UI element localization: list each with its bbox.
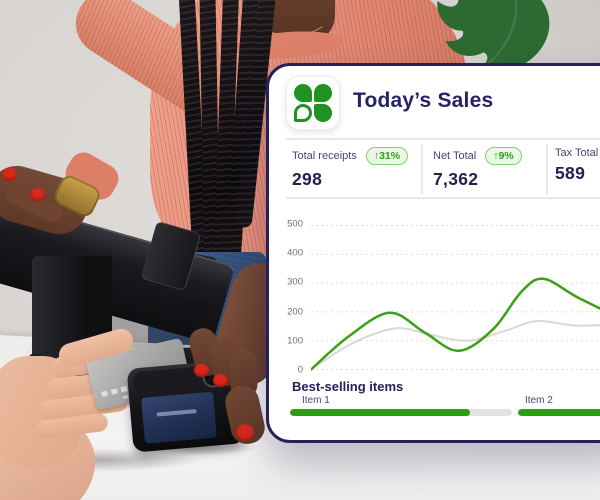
sales-line-chart bbox=[311, 225, 600, 371]
item-progress-bar bbox=[518, 409, 600, 416]
trend-badge: ↑9% bbox=[485, 147, 522, 165]
divider bbox=[546, 144, 548, 194]
photo-red-nail bbox=[213, 374, 228, 387]
dashboard-title: Today’s Sales bbox=[353, 89, 494, 112]
y-axis-tick-label: 300 bbox=[287, 276, 303, 288]
divider bbox=[421, 144, 423, 194]
clover-leaf-icon bbox=[294, 84, 312, 102]
chart-y-axis: 0 100 200 300 400 500 bbox=[269, 219, 303, 376]
photo-red-nail bbox=[30, 188, 45, 201]
y-axis-tick-label: 0 bbox=[297, 364, 303, 376]
y-axis-tick-label: 400 bbox=[287, 247, 303, 259]
stat-value: 298 bbox=[292, 168, 323, 189]
y-axis-tick-label: 500 bbox=[287, 218, 303, 230]
y-axis-tick-label: 100 bbox=[287, 335, 303, 347]
photo-red-nail bbox=[2, 168, 17, 181]
divider bbox=[286, 138, 600, 140]
photo-red-nail bbox=[236, 424, 254, 441]
stat-label: Net Total bbox=[433, 149, 477, 162]
divider bbox=[286, 197, 600, 199]
stat-value: 7,362 bbox=[433, 168, 479, 189]
photo-red-nail bbox=[194, 364, 209, 377]
stat-tax-total: Tax Total 589 bbox=[555, 147, 598, 184]
clover-logo-icon bbox=[294, 84, 332, 122]
stat-net-total: Net Total ↑9% 7,362 bbox=[433, 147, 522, 190]
item-label: Item 1 bbox=[302, 395, 330, 406]
stat-value: 589 bbox=[555, 163, 586, 183]
trend-badge: ↑31% bbox=[365, 147, 409, 165]
y-axis-tick-label: 200 bbox=[287, 306, 303, 318]
best-selling-heading: Best-selling items bbox=[292, 379, 404, 394]
line-series-sales-previous bbox=[311, 320, 600, 371]
clover-leaf-icon bbox=[314, 104, 332, 122]
clover-leaf-outline-icon bbox=[294, 104, 312, 122]
sales-dashboard-card: Today’s Sales Total receipts ↑31% 298 Ne… bbox=[266, 63, 600, 443]
stat-label: Total receipts bbox=[292, 149, 357, 162]
clover-logo bbox=[286, 76, 340, 130]
item-label: Item 2 bbox=[525, 395, 553, 406]
item-progress-fill bbox=[290, 409, 470, 416]
item-progress-bar bbox=[290, 409, 512, 416]
line-series-sales-current bbox=[311, 277, 600, 371]
stat-total-receipts: Total receipts ↑31% 298 bbox=[292, 147, 409, 190]
stat-label: Tax Total bbox=[555, 147, 599, 159]
terminal-screen bbox=[141, 391, 217, 444]
clover-leaf-icon bbox=[314, 84, 332, 102]
item-progress-fill bbox=[518, 409, 600, 416]
monstera-leaf bbox=[419, 0, 565, 87]
